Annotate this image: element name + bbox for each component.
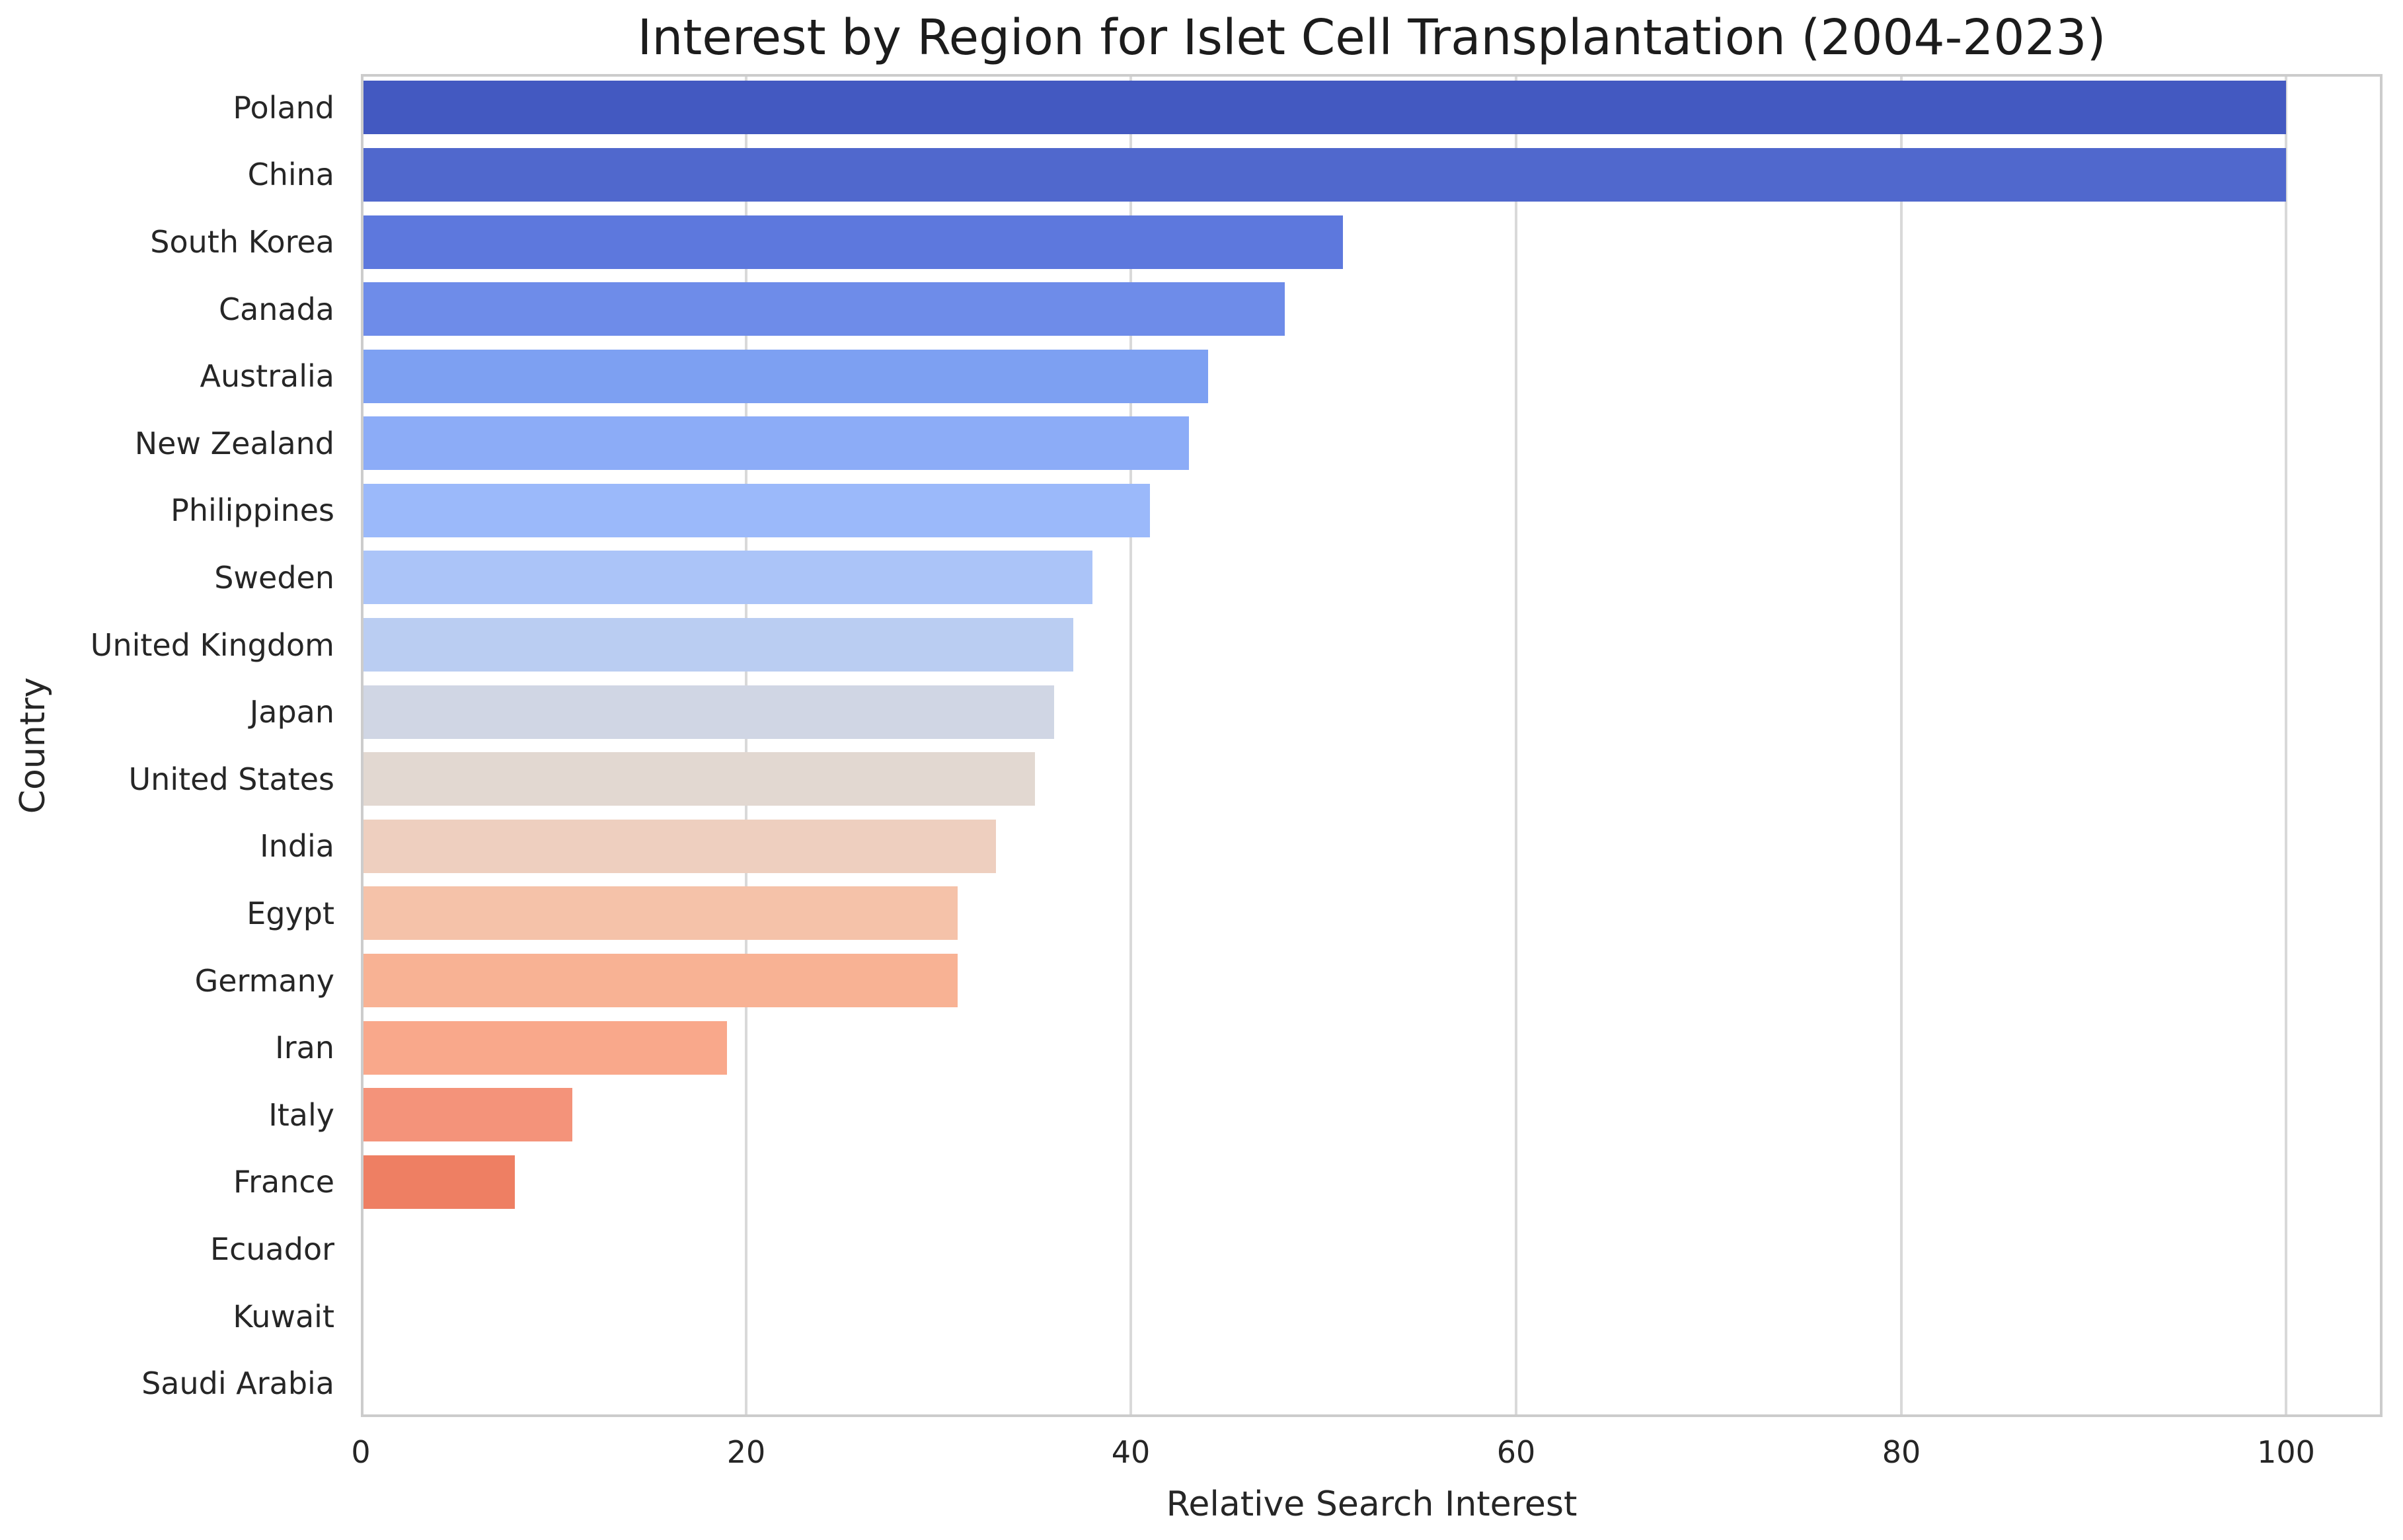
bar-united-kingdom (361, 618, 1073, 672)
y-tick-label-china: China (247, 157, 334, 192)
y-tick-label-sweden: Sweden (214, 560, 334, 596)
y-tick-label-kuwait: Kuwait (233, 1299, 334, 1334)
bar-china (361, 148, 2286, 202)
chart-title: Interest by Region for Islet Cell Transp… (637, 9, 2106, 66)
bar-canada (361, 282, 1285, 336)
y-tick-label-australia: Australia (200, 358, 334, 394)
bar-sweden (361, 551, 1092, 604)
bar-iran (361, 1021, 727, 1075)
y-axis-tick-labels: Poland China South Korea Canada Australia New… (0, 74, 334, 1417)
bar-italy (361, 1088, 572, 1141)
y-tick-label-canada: Canada (218, 291, 334, 327)
y-tick-label-saudi-arabia: Saudi Arabia (141, 1366, 334, 1401)
bar-south-korea (361, 215, 1343, 269)
bar-united-states (361, 752, 1035, 806)
y-tick-label-united-states: United States (128, 761, 335, 797)
grid-line-x-20 (745, 74, 747, 1417)
y-tick-label-ecuador: Ecuador (210, 1231, 334, 1267)
grid-line-x-40 (1129, 74, 1132, 1417)
y-tick-label-philippines: Philippines (171, 492, 334, 528)
y-tick-label-south-korea: South Korea (150, 224, 334, 260)
y-tick-label-new-zealand: New Zealand (134, 426, 334, 461)
bar-philippines (361, 484, 1150, 537)
y-tick-label-egypt: Egypt (247, 896, 334, 931)
bar-new-zealand (361, 416, 1189, 470)
x-axis-tick-labels: 0 20 40 60 80 100 (351, 1434, 2383, 1481)
bar-japan (361, 685, 1054, 739)
x-tick-label-80: 80 (1882, 1434, 1921, 1470)
y-tick-label-iran: Iran (275, 1030, 334, 1065)
bar-australia (361, 350, 1208, 403)
grid-line-x-60 (1515, 74, 1517, 1417)
x-axis-label: Relative Search Interest (1166, 1484, 1578, 1524)
grid-line-x-80 (1900, 74, 1903, 1417)
x-tick-label-0: 0 (351, 1434, 371, 1470)
y-tick-label-united-kingdom: United Kingdom (90, 627, 334, 663)
y-tick-label-india: India (260, 828, 334, 864)
y-tick-label-france: France (233, 1164, 334, 1200)
bar-india (361, 820, 996, 873)
y-tick-label-germany: Germany (194, 963, 334, 999)
grid-line-x-100 (2285, 74, 2287, 1417)
y-tick-label-japan: Japan (249, 694, 334, 730)
bar-egypt (361, 886, 958, 940)
bar-poland (361, 81, 2286, 134)
y-tick-label-italy: Italy (268, 1097, 334, 1133)
plot-border (361, 74, 2383, 1417)
plot-area (361, 74, 2383, 1417)
bar-germany (361, 954, 958, 1007)
y-tick-label-poland: Poland (233, 90, 334, 126)
x-tick-label-60: 60 (1496, 1434, 1536, 1470)
x-tick-label-40: 40 (1111, 1434, 1151, 1470)
x-tick-label-100: 100 (2257, 1434, 2315, 1470)
bar-france (361, 1155, 515, 1209)
x-tick-label-20: 20 (726, 1434, 766, 1470)
